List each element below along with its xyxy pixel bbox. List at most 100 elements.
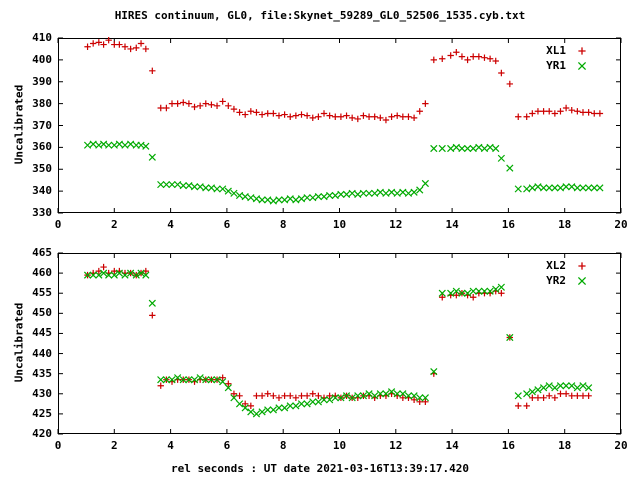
data-point xyxy=(453,292,460,299)
data-point xyxy=(382,390,390,398)
data-point xyxy=(514,392,522,400)
x-tick-label: 16 xyxy=(501,218,516,231)
data-point xyxy=(157,382,164,389)
plus-marker xyxy=(575,258,589,272)
data-point xyxy=(579,382,587,390)
data-point xyxy=(591,110,598,117)
data-point xyxy=(269,197,277,205)
series-XL2 xyxy=(84,264,592,410)
data-point xyxy=(539,184,548,192)
data-point xyxy=(247,108,255,115)
x-tick-label: 12 xyxy=(389,218,403,231)
data-point xyxy=(568,183,576,191)
data-point xyxy=(546,108,553,115)
data-point xyxy=(303,194,311,202)
data-point xyxy=(224,187,232,195)
data-point xyxy=(83,141,92,149)
data-point xyxy=(394,112,401,119)
x-tick-label: 8 xyxy=(279,218,287,231)
data-point xyxy=(421,179,429,188)
x-tick-label: 18 xyxy=(558,218,572,231)
data-point xyxy=(365,390,373,398)
x-tick-label: 8 xyxy=(279,439,287,452)
data-point xyxy=(320,110,328,117)
data-point xyxy=(481,54,488,61)
data-point xyxy=(230,390,238,397)
data-point xyxy=(105,271,113,279)
data-point xyxy=(105,36,112,44)
data-point xyxy=(523,390,531,398)
data-point xyxy=(562,104,570,112)
data-point xyxy=(534,386,542,394)
data-point xyxy=(523,185,531,193)
data-point xyxy=(354,115,361,123)
y-tick-label: 450 xyxy=(32,306,52,320)
data-point xyxy=(127,140,135,148)
data-point xyxy=(99,269,108,277)
data-point xyxy=(219,98,226,105)
data-point xyxy=(163,104,170,112)
x-tick-label: 0 xyxy=(54,439,62,452)
data-point xyxy=(314,192,323,201)
data-point xyxy=(492,57,499,65)
data-point xyxy=(309,194,317,202)
x-tick-label: 4 xyxy=(167,218,174,231)
y-tick-label: 445 xyxy=(32,326,52,340)
data-point xyxy=(585,392,592,399)
data-point xyxy=(404,189,413,197)
data-point xyxy=(275,112,283,119)
data-point xyxy=(348,394,356,402)
data-point xyxy=(185,182,193,190)
data-point xyxy=(264,110,271,117)
data-point xyxy=(416,394,424,402)
data-point xyxy=(410,392,418,400)
data-point xyxy=(315,392,322,399)
data-point xyxy=(342,392,351,400)
data-point xyxy=(270,392,277,399)
data-point xyxy=(551,394,559,401)
data-point xyxy=(157,180,165,189)
data-point xyxy=(137,269,145,277)
data-point xyxy=(258,392,266,399)
data-point xyxy=(84,43,91,50)
data-point xyxy=(523,402,530,410)
data-point xyxy=(562,382,570,390)
x-axis-label: rel seconds : UT date 2021-03-16T13:39:1… xyxy=(170,462,469,475)
data-point xyxy=(371,113,378,120)
data-point xyxy=(546,392,553,399)
data-point xyxy=(298,111,305,118)
data-point xyxy=(115,269,123,277)
data-point xyxy=(287,113,294,120)
data-point xyxy=(142,45,150,53)
series-XL1 xyxy=(84,36,604,124)
data-point xyxy=(359,392,368,400)
data-point xyxy=(196,183,204,191)
plus-marker xyxy=(575,43,589,57)
data-point xyxy=(447,52,454,59)
data-point xyxy=(590,184,598,192)
bottom-plot-data-layer xyxy=(58,253,622,435)
data-point xyxy=(157,376,165,384)
x-tick-label: 6 xyxy=(223,439,231,452)
data-point xyxy=(219,374,226,381)
data-point xyxy=(230,105,238,113)
data-point xyxy=(354,190,362,199)
data-point xyxy=(528,388,536,396)
data-point xyxy=(275,196,283,204)
data-point xyxy=(190,376,199,384)
data-point xyxy=(498,69,505,77)
data-point xyxy=(280,196,289,204)
data-point xyxy=(275,404,283,412)
data-point xyxy=(292,402,300,410)
data-point xyxy=(121,271,129,279)
data-point xyxy=(213,376,221,384)
data-point xyxy=(133,44,140,52)
series-YR2 xyxy=(84,269,593,418)
data-point xyxy=(258,408,266,416)
series-YR1 xyxy=(83,140,604,205)
data-point xyxy=(573,184,581,192)
y-tick-label: 330 xyxy=(32,206,52,219)
data-point xyxy=(382,116,390,124)
data-point xyxy=(497,154,505,162)
data-point xyxy=(486,287,494,295)
